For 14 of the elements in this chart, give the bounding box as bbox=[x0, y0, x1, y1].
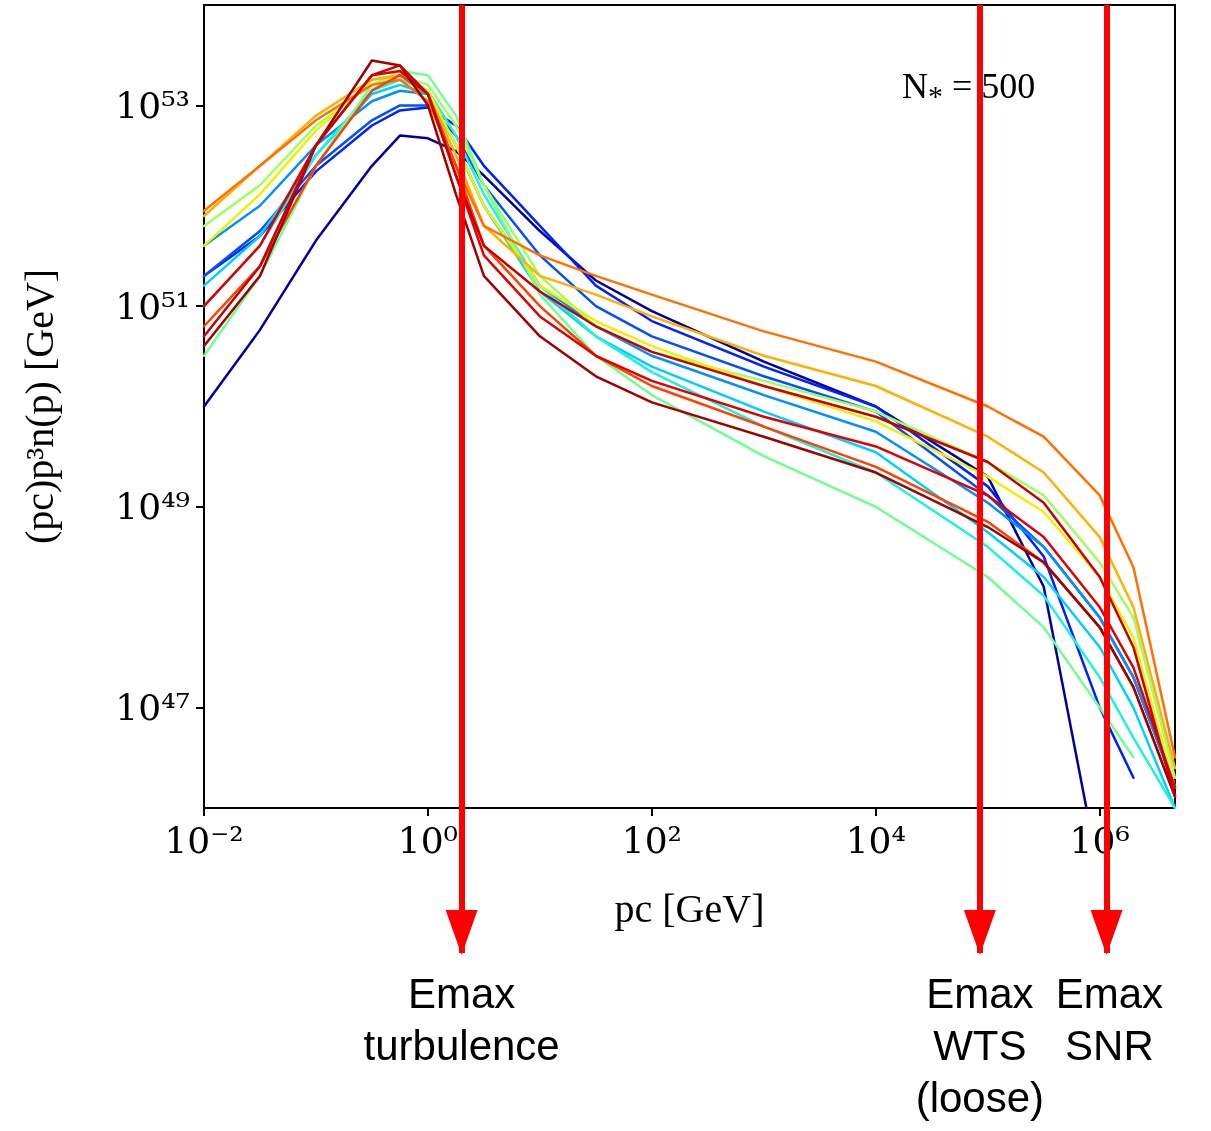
y-tick-label: 10⁵³ bbox=[115, 84, 190, 126]
y-axis-title: (pc)p³n(p) [GeV] bbox=[16, 268, 62, 545]
y-tick-label: 10⁵¹ bbox=[115, 285, 190, 327]
x-tick-label: 10² bbox=[621, 819, 682, 861]
x-axis-title: pc [GeV] bbox=[614, 885, 765, 931]
y-tick-label: 10⁴⁷ bbox=[115, 687, 190, 729]
x-tick-label: 10⁰ bbox=[397, 819, 459, 861]
ref-line-label: Emax WTS (loose) bbox=[915, 969, 1045, 1121]
annotation: N$_{*}$ = 500 bbox=[902, 65, 1036, 114]
x-tick-label: 10⁻² bbox=[164, 819, 244, 861]
x-tick-label: 10⁴ bbox=[845, 819, 906, 861]
y-tick-label: 10⁴⁹ bbox=[115, 486, 190, 528]
ref-line-label: Emax turbulence bbox=[363, 969, 560, 1069]
ref-line-label: Emax SNR bbox=[1055, 969, 1164, 1069]
